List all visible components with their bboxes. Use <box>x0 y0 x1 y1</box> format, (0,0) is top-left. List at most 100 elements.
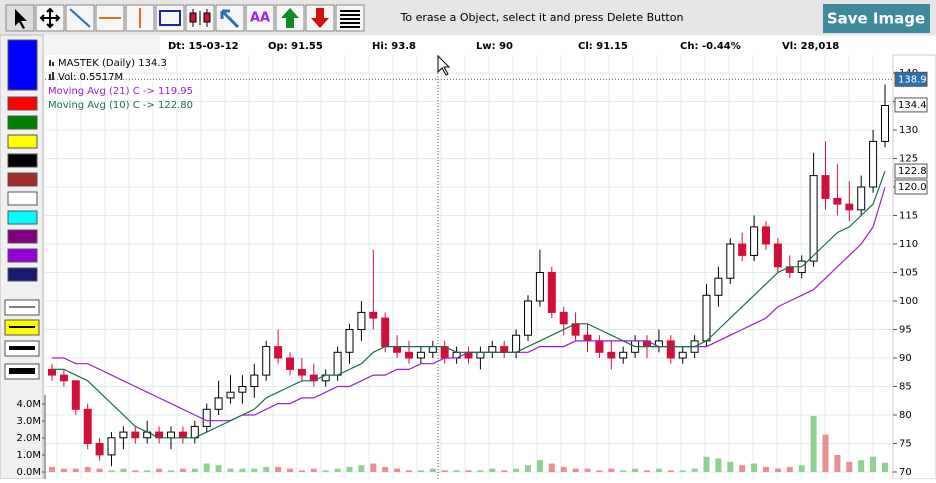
candle-body <box>535 272 544 302</box>
candle-body <box>345 328 354 353</box>
volume-bar <box>120 468 127 473</box>
volume-bar <box>560 466 567 473</box>
volume-bar <box>822 434 829 473</box>
volume-bar <box>334 468 341 473</box>
volume-tick-label: 1.0M <box>16 450 41 461</box>
candle-body <box>500 346 509 353</box>
volume-bar <box>72 468 79 473</box>
candle-body <box>416 351 425 359</box>
candle-body <box>59 374 68 382</box>
y-tick-label: 80 <box>899 410 912 421</box>
volume-bar <box>679 470 686 473</box>
volume-bar <box>275 466 282 473</box>
volume-bar <box>798 465 805 473</box>
price-marker-label: 122.8 <box>898 166 927 177</box>
price-marker-label: 134.4 <box>898 100 927 111</box>
info-field: Vl: 28,018 <box>782 41 839 52</box>
candle-body <box>714 277 723 296</box>
volume-bar <box>156 468 163 473</box>
candle-body <box>738 243 747 256</box>
save-image-button[interactable] <box>823 4 930 33</box>
candle-body <box>333 351 342 376</box>
volume-bar <box>49 466 55 473</box>
volume-bar <box>691 468 698 473</box>
y-tick-label: 95 <box>899 324 912 335</box>
candle-body <box>619 351 628 359</box>
candle-body <box>381 317 390 348</box>
mouse-cursor <box>437 54 451 76</box>
volume-bar <box>489 468 496 473</box>
color-swatches[interactable] <box>7 39 38 282</box>
volume-bar <box>739 465 746 473</box>
volume-bar <box>406 470 412 473</box>
line-styles[interactable] <box>4 299 40 380</box>
volume-bar <box>191 468 198 473</box>
volume-tick-label: 0.0M <box>16 467 41 478</box>
volume-bar <box>346 466 353 473</box>
volume-bar <box>453 470 460 473</box>
volume-bar <box>751 463 758 473</box>
volume-tick-label: 3.0M <box>16 416 41 427</box>
save-image-label[interactable]: Save Image <box>827 10 925 28</box>
volume-tick-label: 4.0M <box>16 399 41 410</box>
legend-volume: Vol: 0.5517M <box>58 72 123 83</box>
volume-bar <box>358 465 365 473</box>
candle-body <box>857 186 866 211</box>
volume-bar <box>870 456 877 473</box>
volume-bar <box>525 465 531 473</box>
volume-bar <box>108 470 115 473</box>
y-tick-label: 105 <box>899 268 918 279</box>
candle-body <box>71 380 80 410</box>
candle-body <box>369 311 378 319</box>
volume-bar <box>882 462 888 473</box>
candle-body <box>167 431 175 439</box>
volume-bar <box>382 466 389 473</box>
candle-body <box>869 140 878 188</box>
volume-bar <box>774 468 781 473</box>
candle-body <box>595 340 604 353</box>
volume-bar <box>667 470 674 473</box>
volume-bar <box>608 468 615 473</box>
moving-average-line <box>52 170 886 439</box>
price-marker <box>894 97 928 113</box>
candle-body <box>881 104 889 142</box>
candle-body <box>238 385 247 393</box>
price-marker-label: 120.0 <box>898 182 927 193</box>
candle-body <box>762 226 770 245</box>
volume-bar <box>441 470 448 473</box>
y-tick-label: 90 <box>899 353 912 364</box>
info-field: Cl: 91.15 <box>578 41 628 52</box>
candle-body <box>512 334 521 353</box>
candle-body <box>178 431 187 439</box>
candle-body <box>428 346 437 353</box>
candle-body <box>750 226 759 256</box>
y-tick-label: 125 <box>899 154 918 165</box>
volume-bar <box>370 463 377 473</box>
candle-body <box>48 368 56 376</box>
price-axis <box>892 54 936 480</box>
volume-bar <box>84 466 91 473</box>
volume-bar <box>477 470 484 473</box>
volume-bar <box>465 470 472 473</box>
volume-bar <box>703 456 710 473</box>
legend-entry: Moving Avg (10) C -> 122.80 <box>48 100 193 111</box>
candle-body <box>726 243 735 279</box>
candle-body <box>773 243 782 268</box>
candle-body <box>666 340 675 359</box>
toolbar-hint: To erase a Object, select it and press D… <box>400 11 684 24</box>
volume-bar <box>572 468 579 473</box>
volume-bar <box>298 470 305 473</box>
y-tick-label: 110 <box>899 239 918 250</box>
candle-body <box>83 408 92 444</box>
candle-body <box>821 175 830 199</box>
volume-bar <box>858 460 865 473</box>
volume-bar <box>287 468 293 473</box>
volume-bar <box>834 455 841 473</box>
volume-bar <box>727 461 734 473</box>
candle-body <box>476 351 485 359</box>
volume-bar <box>584 468 591 473</box>
info-field: Op: 91.55 <box>268 41 323 52</box>
y-tick-label: 130 <box>899 125 918 136</box>
